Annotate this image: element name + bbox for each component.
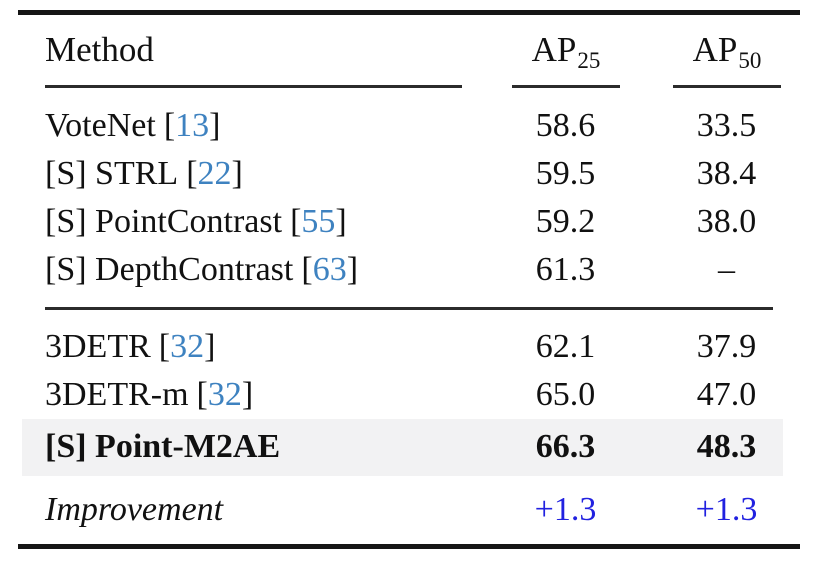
table-bottom-rule: [18, 543, 800, 549]
citation-bracket-open: [: [163, 107, 176, 144]
ap50-column-rule: [672, 85, 781, 88]
ap25-column-rule: [511, 85, 620, 88]
header-ap25-subscript: 25: [577, 48, 601, 73]
ap50-value: 47.0: [696, 375, 757, 413]
citation-bracket-close: ]: [209, 107, 221, 144]
ap50-value: 37.9: [696, 327, 757, 365]
method-label: 3DETR-m: [45, 375, 189, 413]
header-underline-row: [18, 85, 800, 88]
citation-bracket-close: ]: [204, 327, 216, 365]
ap50-value-missing: –: [718, 251, 735, 288]
table-row: [S] PointContrast [55] 59.2 38.0: [18, 198, 800, 246]
header-ap50-subscript: 50: [738, 48, 762, 73]
table-row: 3DETR-m [32] 65.0 47.0: [18, 371, 800, 419]
ap50-value: 33.5: [696, 107, 757, 144]
citation: [32]: [159, 328, 216, 365]
results-table: Method AP25 AP50 VoteNet [13] 58.6 33.5 […: [18, 10, 800, 549]
method-label: 3DETR: [45, 327, 151, 365]
citation-bracket-open: [: [186, 155, 198, 192]
citation-bracket-open: [: [290, 203, 302, 240]
ap25-value: 59.2: [535, 203, 596, 240]
ap25-value: 65.0: [535, 375, 596, 413]
citation-number-link[interactable]: 22: [197, 155, 232, 192]
table-header-row: Method AP25 AP50: [18, 15, 800, 85]
citation-number-link[interactable]: 13: [175, 107, 210, 144]
method-cell: 3DETR-m [32]: [18, 376, 478, 414]
ap25-value: 62.1: [535, 327, 596, 365]
improvement-ap50: +1.3: [695, 490, 758, 528]
method-label: [S] STRL: [45, 155, 179, 192]
citation-bracket-close: ]: [335, 203, 347, 240]
improvement-ap25: +1.3: [534, 490, 597, 528]
header-ap25: AP25: [478, 30, 653, 73]
citation-bracket-close: ]: [241, 375, 254, 413]
citation-bracket-open: [: [158, 327, 171, 365]
ap50-value: 38.0: [696, 203, 757, 240]
citation-number-link[interactable]: 32: [207, 375, 242, 413]
header-ap25-base: AP: [531, 30, 577, 69]
citation-bracket-close: ]: [346, 251, 359, 288]
table-row: [S] DepthContrast [63] 61.3 –: [18, 246, 800, 294]
table-top-rule: [18, 10, 800, 15]
ap25-value: 61.3: [535, 251, 596, 288]
section-separator-rule: [45, 307, 773, 310]
method-label: VoteNet: [45, 107, 156, 144]
table-row: VoteNet [13] 58.6 33.5: [18, 102, 800, 150]
citation: [63]: [301, 251, 358, 288]
citation: [22]: [186, 155, 243, 192]
header-ap50-base: AP: [692, 30, 738, 69]
method-column-rule: [45, 85, 462, 88]
citation-number-link[interactable]: 63: [312, 251, 347, 288]
table-row: 3DETR [32] 62.1 37.9: [18, 323, 800, 371]
improvement-label: Improvement: [45, 490, 224, 528]
method-cell: [S] DepthContrast [63]: [18, 251, 478, 289]
table-row-ours-highlighted: [S] Point-M2AE 66.3 48.3: [18, 418, 800, 476]
ap25-value: 59.5: [535, 155, 596, 192]
method-cell: [S] PointContrast [55]: [18, 203, 478, 241]
improvement-row: Improvement +1.3 +1.3: [18, 484, 800, 536]
ap50-value-best: 48.3: [696, 428, 757, 465]
citation: [13]: [164, 107, 221, 144]
citation: [55]: [290, 203, 347, 240]
method-label: [S] PointContrast: [45, 203, 283, 240]
citation-bracket-open: [: [301, 251, 313, 288]
header-method: Method: [45, 30, 154, 69]
method-label: [S] DepthContrast: [45, 251, 294, 288]
method-cell: VoteNet [13]: [18, 107, 478, 145]
ap25-value: 58.6: [535, 107, 596, 144]
ap25-value-best: 66.3: [535, 428, 596, 465]
method-cell: 3DETR [32]: [18, 328, 478, 366]
citation-bracket-open: [: [196, 375, 208, 413]
citation-bracket-close: ]: [231, 155, 243, 192]
citation: [32]: [197, 376, 254, 413]
method-cell: [S] Point-M2AE: [45, 428, 281, 465]
ap50-value: 38.4: [696, 155, 757, 192]
header-ap50: AP50: [653, 30, 800, 73]
table-row: [S] STRL [22] 59.5 38.4: [18, 150, 800, 198]
method-cell: [S] STRL [22]: [18, 155, 478, 193]
citation-number-link[interactable]: 32: [170, 327, 205, 365]
citation-number-link[interactable]: 55: [301, 203, 336, 240]
